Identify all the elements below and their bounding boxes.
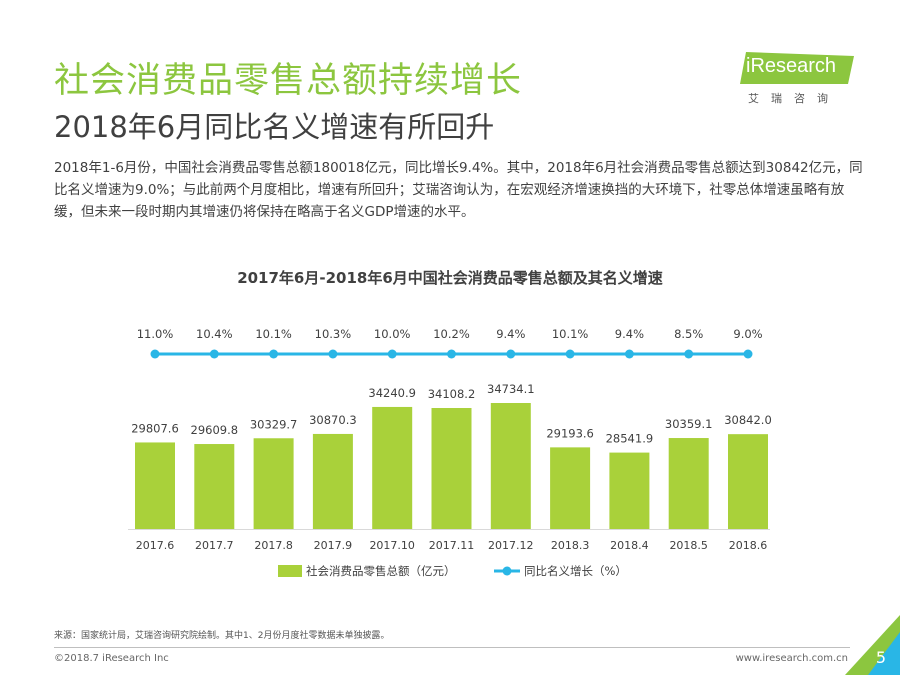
growth-point-2018.3 xyxy=(565,349,575,359)
growth-point-2017.11 xyxy=(447,349,456,359)
copyright-text: ©2018.7 iResearch Inc xyxy=(54,653,169,664)
bar-2017.6 xyxy=(135,442,175,529)
x-tick-label: 2018.5 xyxy=(669,539,708,552)
x-tick-label: 2017.10 xyxy=(369,539,415,552)
growth-value-label: 8.5% xyxy=(674,327,703,341)
growth-value-label: 10.4% xyxy=(196,327,233,341)
footer-divider xyxy=(54,647,850,648)
bar-value-label: 28541.9 xyxy=(606,432,654,446)
page-title: 社会消费品零售总额持续增长 xyxy=(54,61,523,101)
growth-point-2018.6 xyxy=(743,349,753,359)
bar-value-label: 34734.1 xyxy=(487,382,535,396)
bar-value-label: 29193.6 xyxy=(546,426,594,440)
logo-chinese-text: 艾瑞咨询 xyxy=(748,92,840,105)
bar-2017.11 xyxy=(431,408,472,529)
chart-title: 2017年6月-2018年6月中国社会消费品零售总额及其名义增速 xyxy=(237,269,663,287)
x-tick-label: 2017.9 xyxy=(314,539,353,552)
growth-point-2017.9 xyxy=(328,349,338,359)
bar-2017.10 xyxy=(372,406,413,529)
bar-2018.6 xyxy=(728,434,768,529)
growth-point-2018.4 xyxy=(624,349,634,359)
bar-2017.12 xyxy=(490,402,531,529)
legend-bar-swatch xyxy=(278,565,302,577)
growth-point-2017.8 xyxy=(269,349,279,359)
bar-value-label: 30329.7 xyxy=(250,417,298,431)
x-tick-label: 2018.6 xyxy=(729,539,768,552)
legend-bar-label: 社会消费品零售总额（亿元） xyxy=(306,564,456,578)
bar-value-label: 34240.9 xyxy=(368,386,416,400)
bar-2018.4 xyxy=(609,452,650,529)
x-tick-label: 2017.11 xyxy=(429,539,475,552)
bar-value-label: 30870.3 xyxy=(309,413,357,427)
growth-value-label: 10.1% xyxy=(552,327,589,341)
bar-value-label: 29807.6 xyxy=(131,421,179,435)
growth-value-label: 9.4% xyxy=(496,327,525,341)
x-tick-label: 2017.7 xyxy=(195,539,234,552)
growth-value-label: 9.0% xyxy=(733,327,762,341)
x-tick-label: 2017.8 xyxy=(254,539,293,552)
bar-2017.8 xyxy=(253,438,294,529)
legend-line-marker xyxy=(502,566,512,576)
growth-value-label: 11.0% xyxy=(137,327,174,341)
page-number: 5 xyxy=(875,648,886,667)
growth-value-label: 10.0% xyxy=(374,327,411,341)
growth-value-label: 10.3% xyxy=(315,327,352,341)
x-tick-label: 2017.12 xyxy=(488,539,534,552)
description-text: 2018年1-6月份，中国社会消费品零售总额180018亿元，同比增长9.4%。… xyxy=(54,160,863,220)
page-subtitle: 2018年6月同比名义增速有所回升 xyxy=(54,110,495,144)
x-tick-label: 2018.4 xyxy=(610,539,649,552)
x-tick-label: 2017.6 xyxy=(136,539,175,552)
growth-point-2017.6 xyxy=(150,349,160,359)
growth-point-2017.12 xyxy=(506,349,516,359)
website-link[interactable]: www.iresearch.com.cn xyxy=(735,653,848,664)
legend-line-label: 同比名义增长（%） xyxy=(524,564,627,578)
bar-value-label: 34108.2 xyxy=(428,387,476,401)
growth-value-label: 10.2% xyxy=(433,327,470,341)
logo-text: iResearch xyxy=(746,55,837,77)
iresearch-logo: iResearch 艾瑞咨询 xyxy=(738,50,856,108)
logo-badge-shape xyxy=(740,52,854,84)
growth-point-2017.7 xyxy=(209,349,219,359)
growth-value-label: 9.4% xyxy=(615,327,644,341)
bar-2017.7 xyxy=(194,444,235,529)
x-tick-label: 2018.3 xyxy=(551,539,590,552)
bar-2018.3 xyxy=(550,447,591,529)
growth-point-2017.10 xyxy=(387,349,397,359)
bar-2017.9 xyxy=(312,433,353,529)
growth-value-label: 10.1% xyxy=(255,327,292,341)
bar-value-label: 30842.0 xyxy=(724,413,772,427)
growth-point-2018.5 xyxy=(684,349,694,359)
bar-value-label: 30359.1 xyxy=(665,417,713,431)
bar-value-label: 29609.8 xyxy=(191,423,239,437)
source-note: 来源：国家统计局，艾瑞咨询研究院绘制。其中1、2月份月度社零数据未单独披露。 xyxy=(54,631,390,641)
bar-2018.5 xyxy=(668,438,709,529)
